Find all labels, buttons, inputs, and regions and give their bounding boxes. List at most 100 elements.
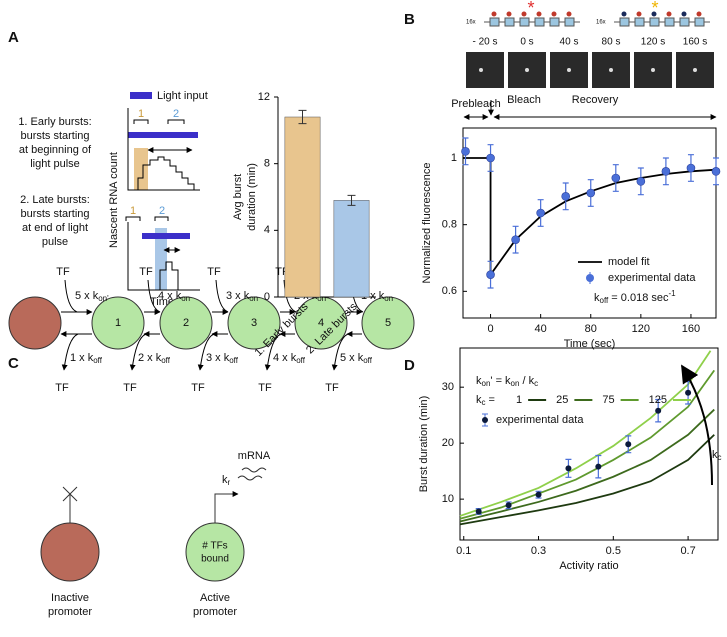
- tf: [536, 11, 542, 17]
- gene-box: [564, 17, 575, 27]
- asterisk: *: [527, 0, 534, 18]
- gene-box: [534, 17, 545, 27]
- legend-label: model fit: [608, 256, 650, 268]
- legend-label: Light input: [157, 90, 208, 102]
- axis-label: Nascent RNA count: [108, 152, 120, 248]
- desc: at beginning of: [19, 144, 92, 156]
- line: [463, 157, 717, 278]
- tf: [681, 11, 687, 17]
- point: [535, 491, 542, 498]
- axis: [127, 222, 200, 291]
- point: [711, 167, 721, 176]
- bar: [333, 200, 370, 298]
- window: [155, 228, 167, 290]
- y-tick-label: 0.6: [442, 285, 457, 297]
- tf-in: [283, 279, 297, 313]
- trace: [159, 261, 179, 290]
- asterisk: *: [651, 0, 658, 18]
- label-part: on: [384, 294, 393, 303]
- spot: [525, 68, 529, 72]
- promoter-inactive: [8, 296, 62, 350]
- window-label: 2: [173, 108, 179, 120]
- cross: [62, 486, 78, 502]
- state-label: 3: [251, 317, 257, 329]
- tf-label: TF: [207, 266, 221, 278]
- x-tick-label: 0: [487, 323, 493, 335]
- tf-label: TF: [325, 382, 339, 394]
- tf-out: [61, 333, 79, 371]
- tf: [551, 11, 557, 17]
- node-label: bound: [201, 554, 229, 565]
- label-part: r: [228, 478, 231, 487]
- y-tick-label: 10: [442, 493, 454, 505]
- x-tick-label: 0.5: [606, 545, 621, 557]
- y-tick-label: 12: [258, 91, 270, 103]
- point: [536, 208, 545, 218]
- gene-box: [649, 17, 660, 27]
- x-tick-label: 160: [682, 323, 700, 335]
- y-axis-label: duration (min): [246, 163, 258, 231]
- spot: [651, 68, 655, 72]
- point: [586, 188, 596, 198]
- gene-box: [619, 17, 630, 27]
- arrow-label: kc: [712, 449, 722, 462]
- y-tick-label: 20: [442, 437, 454, 449]
- spot: [609, 68, 613, 72]
- frame: [466, 52, 504, 88]
- label-part: off: [93, 356, 103, 365]
- rate-label: 3 x kon: [226, 290, 258, 303]
- label-part: k: [476, 394, 482, 406]
- tf: [491, 11, 497, 17]
- gene-box: [519, 17, 530, 27]
- plot-frame: [459, 347, 719, 541]
- x-axis-label: Time (sec): [564, 338, 616, 350]
- schematic-label: 16x: [466, 20, 476, 26]
- line: [459, 350, 712, 517]
- gene-box: [664, 17, 675, 27]
- tf-out: [129, 333, 147, 371]
- state-label: 5: [385, 317, 391, 329]
- tf-out: [331, 333, 349, 371]
- point: [565, 465, 572, 472]
- tf: [651, 11, 657, 17]
- label-part: ' = k: [490, 375, 511, 387]
- light-bar: [128, 132, 198, 138]
- rate-label: kr: [222, 474, 231, 487]
- plot-frame: [462, 127, 717, 319]
- y-tick-label: 30: [442, 381, 454, 393]
- window-label: 2: [159, 205, 165, 217]
- desc: at end of light: [22, 222, 88, 234]
- tf: [636, 11, 642, 17]
- panel-label: B: [404, 11, 415, 28]
- x-tick-label: 0.3: [531, 545, 546, 557]
- error-bar: [298, 109, 307, 125]
- label-part: on: [511, 379, 520, 388]
- legend-label: 75: [602, 394, 614, 406]
- x-tick-label: 0.1: [456, 545, 471, 557]
- point: [505, 502, 512, 509]
- label-part: off: [229, 356, 239, 365]
- phase-label: Bleach: [507, 94, 541, 106]
- panel-a-schematic: Light input 1. Early bursts: bursts star…: [18, 90, 207, 308]
- rate-label: 5 x koff: [340, 352, 373, 365]
- label-part: / k: [519, 375, 534, 387]
- label-part: 3 x k: [206, 352, 230, 364]
- label-part: c: [718, 453, 722, 462]
- mrna-label: mRNA: [238, 450, 271, 462]
- arrow: [681, 364, 713, 486]
- y-tick-label: 4: [264, 224, 270, 236]
- legend-label: 25: [556, 394, 568, 406]
- point: [655, 407, 662, 414]
- tf: [506, 11, 512, 17]
- tf-out: [197, 333, 215, 371]
- x-axis-label: Activity ratio: [559, 560, 618, 572]
- y-tick-label: 0.8: [442, 219, 457, 231]
- line: [459, 369, 715, 520]
- x-tick-label: 80: [585, 323, 597, 335]
- tf: [696, 11, 702, 17]
- tf: [621, 11, 627, 17]
- label-part: 2 x k: [138, 352, 162, 364]
- label-part: off: [363, 356, 373, 365]
- point: [595, 463, 602, 470]
- bracket: [125, 216, 169, 221]
